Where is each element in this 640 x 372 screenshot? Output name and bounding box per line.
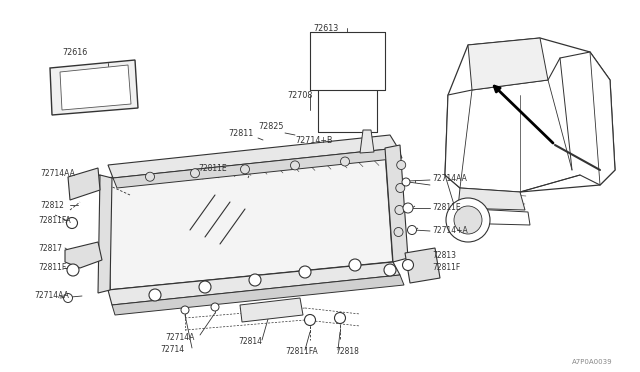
Circle shape — [63, 294, 72, 302]
Text: 72811E: 72811E — [198, 164, 227, 173]
Text: 72714+A: 72714+A — [432, 225, 468, 234]
Circle shape — [446, 198, 490, 242]
Text: 72818: 72818 — [335, 347, 359, 356]
Polygon shape — [405, 248, 440, 283]
Circle shape — [397, 160, 406, 170]
Text: 72811FA: 72811FA — [38, 215, 71, 224]
Circle shape — [181, 306, 189, 314]
Circle shape — [67, 218, 77, 228]
Circle shape — [291, 161, 300, 170]
Circle shape — [384, 264, 396, 276]
Circle shape — [145, 172, 154, 181]
Circle shape — [199, 281, 211, 293]
Text: 72811F: 72811F — [38, 263, 67, 273]
Circle shape — [394, 228, 403, 237]
Polygon shape — [50, 60, 138, 115]
Circle shape — [335, 312, 346, 324]
Text: 72714A: 72714A — [165, 334, 195, 343]
Polygon shape — [360, 130, 374, 153]
Polygon shape — [468, 38, 548, 90]
Text: 72714AA: 72714AA — [40, 169, 75, 177]
Text: 72714: 72714 — [160, 346, 184, 355]
Circle shape — [249, 274, 261, 286]
Text: 72714AA: 72714AA — [432, 173, 467, 183]
Polygon shape — [108, 262, 400, 305]
Text: 72825: 72825 — [258, 122, 284, 131]
Polygon shape — [445, 52, 615, 192]
Polygon shape — [385, 145, 408, 262]
Polygon shape — [112, 275, 404, 315]
Text: A7P0A0039: A7P0A0039 — [572, 359, 612, 365]
Text: 72811FA: 72811FA — [285, 347, 317, 356]
Text: 72708: 72708 — [287, 90, 313, 99]
Circle shape — [395, 205, 404, 215]
Text: 72714AA: 72714AA — [34, 291, 69, 299]
Text: 72811: 72811 — [228, 128, 253, 138]
Circle shape — [349, 259, 361, 271]
Circle shape — [396, 183, 404, 192]
Text: 72616: 72616 — [62, 48, 87, 57]
Polygon shape — [65, 242, 102, 268]
Polygon shape — [458, 188, 525, 210]
Text: 72714+B: 72714+B — [295, 135, 333, 144]
Text: 72817: 72817 — [38, 244, 62, 253]
Circle shape — [408, 225, 417, 234]
Polygon shape — [240, 298, 303, 322]
Circle shape — [402, 178, 410, 186]
Circle shape — [211, 303, 219, 311]
Polygon shape — [60, 65, 131, 110]
Polygon shape — [453, 208, 530, 225]
Polygon shape — [108, 135, 398, 178]
Circle shape — [191, 169, 200, 178]
Text: 72813: 72813 — [432, 250, 456, 260]
Polygon shape — [98, 175, 112, 293]
Polygon shape — [113, 148, 402, 188]
Circle shape — [454, 206, 482, 234]
Circle shape — [403, 260, 413, 270]
Polygon shape — [445, 38, 615, 192]
Circle shape — [241, 165, 250, 174]
Text: 72811F: 72811F — [432, 263, 460, 273]
Text: 72814: 72814 — [238, 337, 262, 346]
Circle shape — [305, 314, 316, 326]
Polygon shape — [68, 168, 100, 200]
Circle shape — [403, 203, 413, 213]
Circle shape — [340, 157, 349, 166]
Text: 72811E: 72811E — [432, 202, 461, 212]
Polygon shape — [108, 148, 393, 290]
Circle shape — [149, 289, 161, 301]
Text: 72613: 72613 — [313, 23, 339, 32]
Circle shape — [299, 266, 311, 278]
Text: 72812: 72812 — [40, 201, 64, 209]
Circle shape — [67, 264, 79, 276]
